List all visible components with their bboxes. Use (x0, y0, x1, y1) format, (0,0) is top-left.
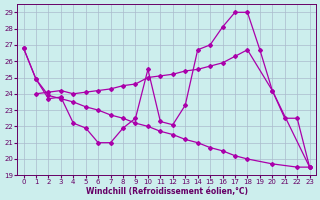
X-axis label: Windchill (Refroidissement éolien,°C): Windchill (Refroidissement éolien,°C) (85, 187, 248, 196)
